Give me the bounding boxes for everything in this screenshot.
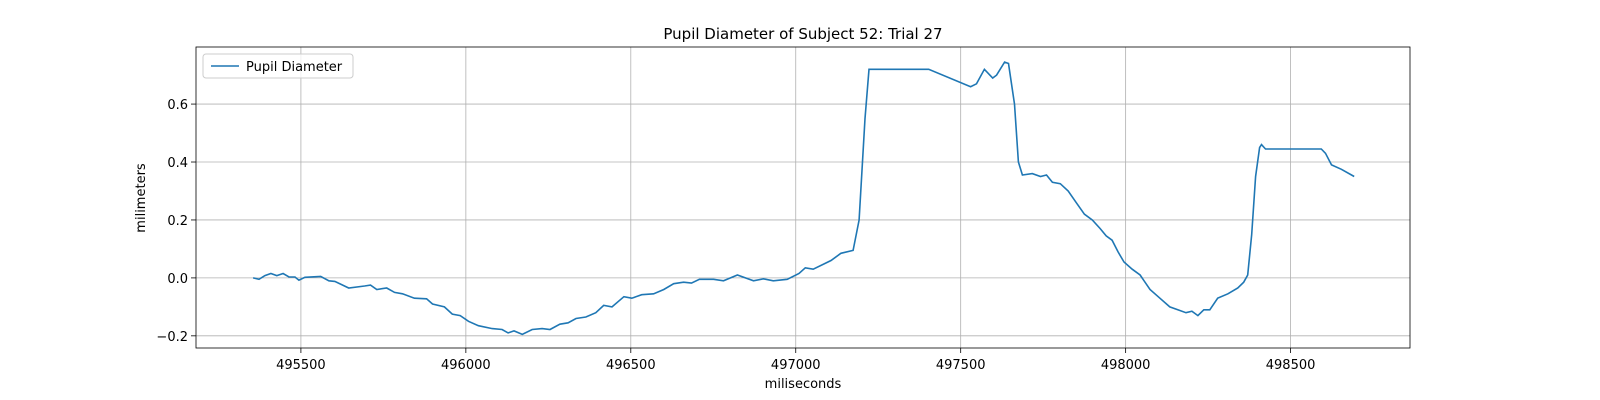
x-tick-label: 495500 — [276, 358, 326, 373]
plot-frame — [195, 46, 1411, 349]
legend-box — [202, 53, 354, 79]
data-line — [252, 61, 1355, 336]
y-tick-label: 0.6 — [167, 98, 188, 113]
y-axis-label: milimeters — [134, 163, 149, 233]
x-tick-label: 497500 — [936, 358, 986, 373]
y-tick-label: 0.4 — [167, 156, 188, 171]
x-axis-label: miliseconds — [765, 377, 842, 392]
x-tick-label: 498000 — [1101, 358, 1151, 373]
x-tick-label: 498500 — [1266, 358, 1316, 373]
chart-title: Pupil Diameter of Subject 52: Trial 27 — [663, 25, 942, 43]
x-tick-label: 497000 — [771, 358, 821, 373]
y-tick-label: 0.2 — [167, 214, 188, 229]
y-tick-label: −0.2 — [156, 330, 188, 345]
x-tick-label: 496500 — [606, 358, 656, 373]
legend-label: Pupil Diameter — [246, 60, 343, 75]
x-tick-label: 496000 — [441, 358, 491, 373]
y-tick-label: 0.0 — [167, 272, 188, 287]
